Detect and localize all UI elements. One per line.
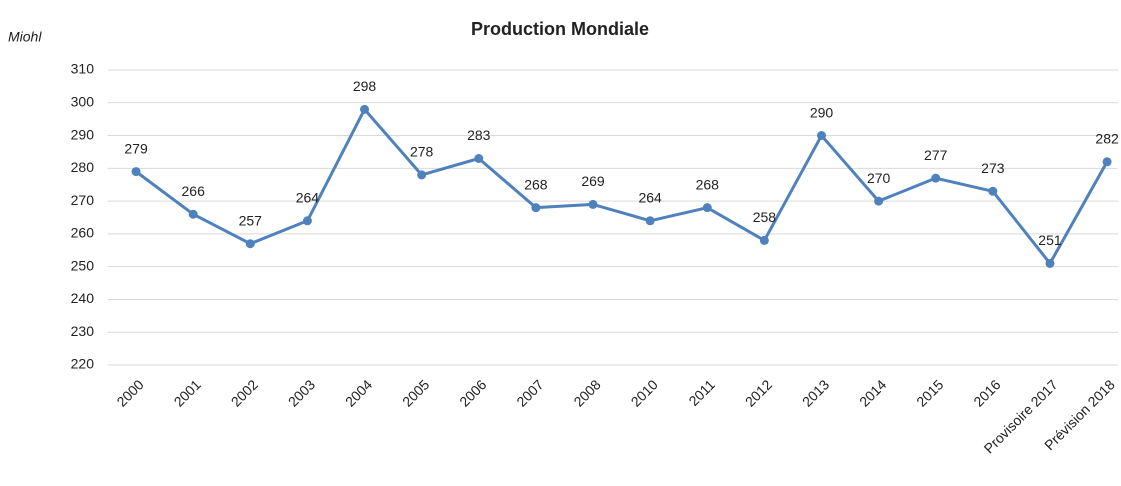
data-point bbox=[588, 199, 598, 209]
x-tick-label: 2011 bbox=[685, 376, 718, 409]
data-label: 264 bbox=[296, 189, 320, 205]
data-point bbox=[1045, 258, 1055, 268]
y-tick-label: 280 bbox=[71, 159, 95, 175]
data-point bbox=[131, 167, 141, 177]
data-point bbox=[874, 196, 884, 206]
chart-title: Production Mondiale bbox=[471, 19, 649, 39]
data-label: 251 bbox=[1038, 232, 1062, 248]
y-tick-label: 260 bbox=[71, 225, 95, 241]
y-tick-label: 270 bbox=[71, 192, 95, 208]
data-label: 268 bbox=[524, 176, 548, 192]
data-label: 268 bbox=[696, 176, 720, 192]
data-label: 279 bbox=[124, 140, 148, 156]
x-tick-label: 2010 bbox=[628, 376, 661, 409]
data-label: 266 bbox=[182, 183, 206, 199]
x-tick-label: 2001 bbox=[171, 376, 204, 409]
x-tick-label: 2014 bbox=[856, 376, 889, 409]
data-label: 282 bbox=[1095, 130, 1119, 146]
data-point bbox=[417, 170, 427, 180]
x-tick-label: 2012 bbox=[742, 376, 775, 409]
data-label: 264 bbox=[638, 189, 662, 205]
data-point bbox=[302, 216, 312, 226]
data-label: 269 bbox=[581, 173, 605, 189]
x-tick-label: 2004 bbox=[342, 376, 375, 409]
data-point bbox=[1102, 157, 1112, 167]
data-label: 257 bbox=[239, 212, 263, 228]
y-tick-label: 250 bbox=[71, 257, 95, 273]
data-label: 277 bbox=[924, 147, 948, 163]
y-tick-label: 300 bbox=[71, 93, 95, 109]
x-tick-label: 2005 bbox=[399, 376, 432, 409]
y-tick-label: 230 bbox=[71, 323, 95, 339]
y-axis-label: Miohl bbox=[8, 29, 42, 45]
data-label: 273 bbox=[981, 160, 1005, 176]
x-tick-label: 2000 bbox=[113, 376, 146, 409]
x-tick-label: 2013 bbox=[799, 376, 832, 409]
data-line bbox=[135, 107, 1109, 265]
data-point bbox=[702, 203, 712, 213]
data-point bbox=[759, 235, 769, 245]
data-point bbox=[474, 154, 484, 163]
data-label: 298 bbox=[353, 78, 377, 94]
x-tick-label: 2015 bbox=[913, 376, 946, 409]
data-point bbox=[531, 203, 541, 213]
x-tick-label: 2002 bbox=[228, 376, 261, 409]
data-point bbox=[988, 186, 998, 196]
data-label: 283 bbox=[467, 127, 491, 143]
y-tick-label: 290 bbox=[71, 126, 95, 142]
data-point bbox=[360, 104, 370, 114]
y-tick-label: 310 bbox=[71, 61, 95, 77]
y-tick-label: 220 bbox=[71, 356, 95, 372]
data-label: 278 bbox=[410, 144, 434, 160]
data-point bbox=[188, 209, 198, 219]
data-point bbox=[817, 131, 826, 141]
x-tick-label: 2008 bbox=[570, 376, 603, 409]
data-point bbox=[645, 216, 655, 226]
y-tick-label: 240 bbox=[71, 290, 95, 306]
data-point bbox=[931, 173, 941, 183]
data-label: 258 bbox=[753, 209, 777, 225]
data-point bbox=[245, 239, 255, 249]
x-tick-label: 2016 bbox=[970, 376, 1003, 409]
data-label: 290 bbox=[810, 104, 834, 120]
x-tick-label: 2007 bbox=[513, 376, 546, 409]
x-tick-label: 2003 bbox=[285, 376, 318, 409]
x-tick-label: 2006 bbox=[456, 376, 489, 409]
data-label: 270 bbox=[867, 170, 891, 186]
